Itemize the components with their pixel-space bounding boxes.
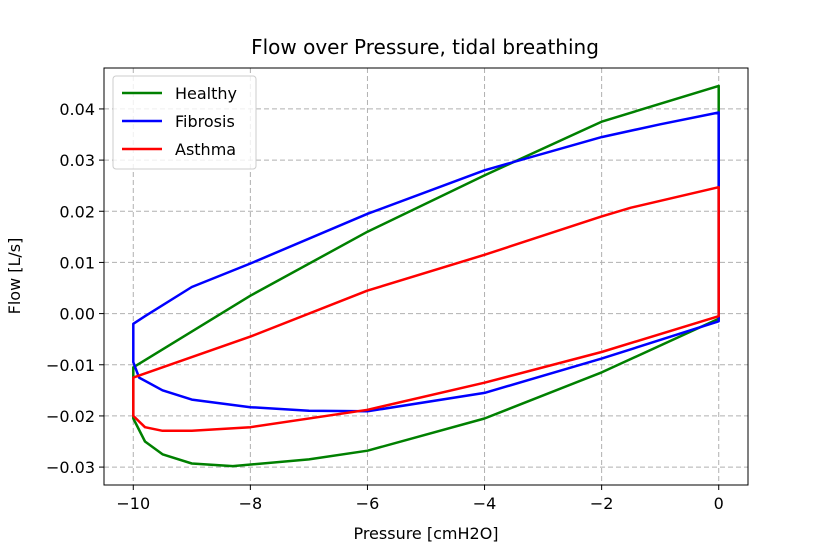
y-tick-label: 0.01 [59,253,95,272]
legend: Healthy Fibrosis Asthma [112,75,257,170]
series-lines [132,84,720,468]
x-tick-label: −10 [116,494,150,513]
x-tick-label: −6 [356,494,380,513]
x-axis-title: Pressure [cmH2O] [353,524,498,543]
y-tick-label: 0.03 [59,151,95,170]
legend-healthy-label: Healthy [175,84,237,103]
x-tick-label: −2 [590,494,614,513]
x-tick-label: −4 [473,494,497,513]
y-tick-label: −0.01 [46,356,95,375]
axis-ticks: −10 −8 −6 −4 −2 0 −0.03 −0.02 −0.01 0.00 0.01 0.02 0… [46,100,724,513]
legend-asthma-label: Asthma [175,140,236,159]
y-tick-label: 0.04 [59,100,95,119]
y-axis-title: Flow [L/s] [5,238,24,315]
x-tick-label: −8 [239,494,263,513]
legend-fibrosis-label: Fibrosis [175,112,235,131]
series-asthma-line [132,185,720,433]
y-tick-label: 0.02 [59,202,95,221]
y-tick-label: −0.02 [46,407,95,426]
x-tick-label: 0 [714,494,724,513]
y-tick-label: −0.03 [46,458,95,477]
legend-box [112,75,257,170]
plot-frame [103,67,749,486]
series-healthy-line [132,84,720,468]
y-tick-label: 0.00 [59,305,95,324]
chart-title: Flow over Pressure, tidal breathing [251,35,599,59]
